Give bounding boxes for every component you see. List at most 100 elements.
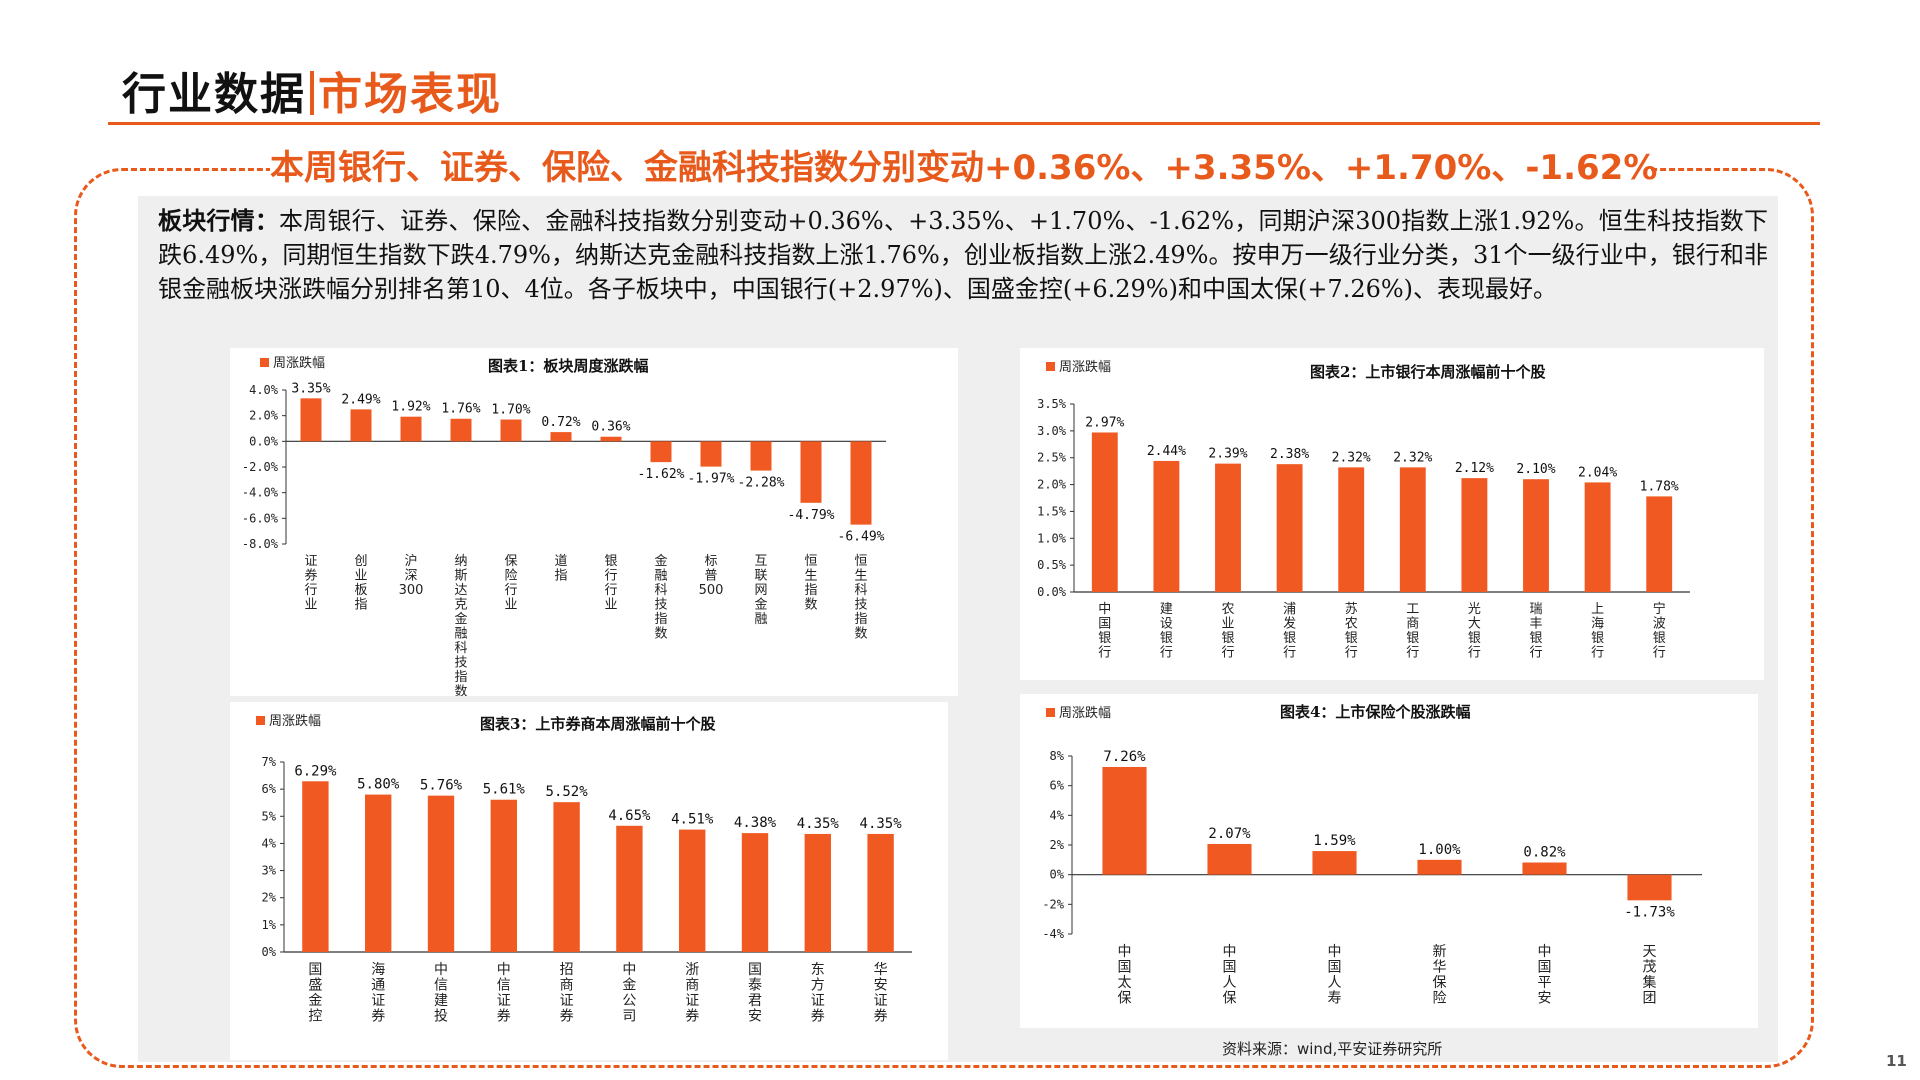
chart2-y-tick-label: 0.0%: [1037, 585, 1067, 599]
chart4-category-label: 新华保险: [1433, 944, 1447, 1007]
chart3-value-label: 5.80%: [357, 777, 400, 793]
chart4-category-label: 天茂集团: [1643, 944, 1657, 1007]
chart2-value-label: 1.78%: [1640, 479, 1679, 494]
chart1-category-label: 互联网金融: [754, 554, 767, 627]
chart3-value-label: 4.51%: [671, 812, 714, 828]
chart1-value-label: 3.35%: [291, 381, 330, 396]
chart3-bar: [741, 833, 769, 952]
headline: 本周银行、证券、保险、金融科技指数分别变动+0.36%、+3.35%、+1.70…: [270, 144, 1657, 192]
chart2-bar: [1153, 460, 1180, 592]
chart1-category-label: 纳斯达克金融科技指数: [454, 554, 467, 696]
chart2-bar: [1091, 432, 1118, 592]
chart2-value-label: 2.39%: [1208, 447, 1247, 462]
chart4-value-label: 1.00%: [1418, 842, 1461, 858]
page-title: 行业数据 市场表现: [122, 58, 502, 122]
chart4-y-tick-label: -2%: [1042, 897, 1064, 911]
chart2-category-label: 工商银行: [1406, 602, 1419, 661]
chart1-title: 图表1：板块周度涨跌幅: [488, 357, 648, 375]
summary-label: 板块行情：: [158, 206, 280, 235]
chart3-category-label: 华安证券: [874, 962, 888, 1025]
title-rule: [108, 122, 1820, 125]
chart2-svg: 周涨跌幅 图表2：上市银行本周涨幅前十个股 3.5% 3.0% 2.5% 2.0% 1.5%…: [1037, 359, 1690, 661]
chart3-bar: [867, 833, 894, 952]
chart1-value-label: -1.62%: [638, 467, 685, 482]
chart4-y-tick-label: 0%: [1050, 868, 1065, 882]
chart1-y-tick-label: 4.0%: [249, 383, 279, 397]
chart3-legend-label: 周涨跌幅: [269, 713, 321, 729]
chart1-value-label: -1.97%: [688, 472, 735, 487]
chart2-category-label: 浦发银行: [1283, 602, 1296, 661]
chart3-bar: [302, 781, 329, 952]
chart4-y-tick-label: 4%: [1050, 808, 1065, 822]
chart2-bar: [1523, 479, 1549, 592]
chart3-y-tick-label: 0%: [262, 945, 277, 959]
chart1-category-label: 银行行业: [604, 554, 617, 613]
chart-sector-weekly: 周涨跌幅 图表1：板块周度涨跌幅 4.0% 2.0% 0.0% -2.0% -4.0% -6.…: [230, 348, 958, 696]
summary-text: 本周银行、证券、保险、金融科技指数分别变动+0.36%、+3.35%、+1.70…: [158, 207, 1768, 303]
chart2-category-label: 建设银行: [1160, 602, 1173, 661]
chart3-y-tick-label: 5%: [262, 809, 277, 823]
chart4-bar: [1102, 766, 1147, 875]
chart1-category-label: 恒生科技指数: [854, 554, 867, 642]
chart3-bar: [616, 825, 643, 952]
source-note: 资料来源：wind,平安证券研究所: [1222, 1040, 1443, 1058]
chart1-legend-label: 周涨跌幅: [273, 355, 325, 371]
chart2-value-label: 2.04%: [1578, 465, 1617, 480]
chart4-bar: [1522, 862, 1567, 875]
chart2-value-label: 2.38%: [1270, 447, 1309, 462]
chart1-category-label: 创业板指: [354, 554, 367, 613]
chart4-y-tick-label: 8%: [1050, 749, 1065, 763]
chart2-legend-swatch: [1046, 362, 1055, 371]
chart-broker-top10: 周涨跌幅 图表3：上市券商本周涨幅前十个股 7% 6% 5% 4% 3% 2% 1% 0% 6.29…: [230, 702, 948, 1060]
chart1-bar: [400, 416, 422, 442]
chart4-bar: [1312, 851, 1357, 875]
chart3-title: 图表3：上市券商本周涨幅前十个股: [480, 715, 716, 733]
chart1-value-label: -4.79%: [788, 508, 835, 523]
chart3-y-tick-label: 1%: [262, 918, 277, 932]
chart1-value-label: 2.49%: [341, 392, 380, 407]
chart1-category-label: 证券行业: [304, 554, 317, 613]
chart2-bar: [1646, 496, 1673, 592]
chart1-svg: 周涨跌幅 图表1：板块周度涨跌幅 4.0% 2.0% 0.0% -2.0% -4.0% -6.…: [242, 355, 886, 696]
chart2-value-label: 2.10%: [1516, 462, 1555, 477]
chart4-value-label: 1.59%: [1313, 833, 1356, 849]
chart4-value-label: 2.07%: [1208, 826, 1251, 842]
chart4-value-label: -1.73%: [1624, 904, 1675, 920]
title-separator: [310, 71, 314, 115]
chart1-value-label: -6.49%: [838, 530, 885, 545]
chart3-category-label: 国盛金控: [308, 962, 322, 1025]
chart4-category-label: 中国人保: [1223, 944, 1237, 1007]
chart1-value-label: 0.36%: [591, 420, 630, 435]
chart3-value-label: 4.35%: [860, 816, 903, 832]
chart4-bar: [1207, 843, 1252, 875]
chart2-bar: [1399, 467, 1426, 592]
chart3-category-label: 东方证券: [811, 962, 825, 1025]
chart3-bar: [679, 829, 706, 952]
chart2-bar: [1338, 467, 1365, 592]
chart2-title: 图表2：上市银行本周涨幅前十个股: [1310, 363, 1546, 381]
market-summary: 板块行情：本周银行、证券、保险、金融科技指数分别变动+0.36%、+3.35%、…: [158, 204, 1768, 306]
chart2-bar: [1276, 464, 1303, 592]
chart3-value-label: 4.35%: [797, 816, 840, 832]
chart2-category-label: 宁波银行: [1653, 601, 1666, 661]
chart2-category-label: 上海银行: [1591, 602, 1604, 661]
chart1-bar: [700, 441, 722, 467]
page-title-sub: 市场表现: [318, 69, 502, 120]
chart3-category-label: 海通证券: [371, 962, 385, 1025]
chart2-bar: [1215, 463, 1241, 592]
chart3-value-label: 6.29%: [294, 763, 337, 779]
chart1-bar: [750, 441, 772, 471]
chart4-y-tick-label: 6%: [1050, 779, 1065, 793]
chart2-category-label: 农业银行: [1221, 602, 1234, 661]
chart2-category-label: 中国银行: [1098, 602, 1111, 661]
chart1-y-tick-label: 2.0%: [249, 409, 279, 423]
chart2-bar: [1584, 482, 1611, 592]
chart1-bar: [800, 441, 822, 503]
chart4-category-label: 中国太保: [1118, 944, 1132, 1007]
chart4-bar: [1417, 859, 1462, 875]
chart1-bar: [500, 419, 522, 442]
chart1-value-label: 1.92%: [391, 400, 430, 415]
chart2-y-tick-label: 3.0%: [1037, 424, 1067, 438]
chart4-y-tick-label: 2%: [1050, 838, 1065, 852]
chart2-y-tick-label: 2.5%: [1037, 451, 1067, 465]
